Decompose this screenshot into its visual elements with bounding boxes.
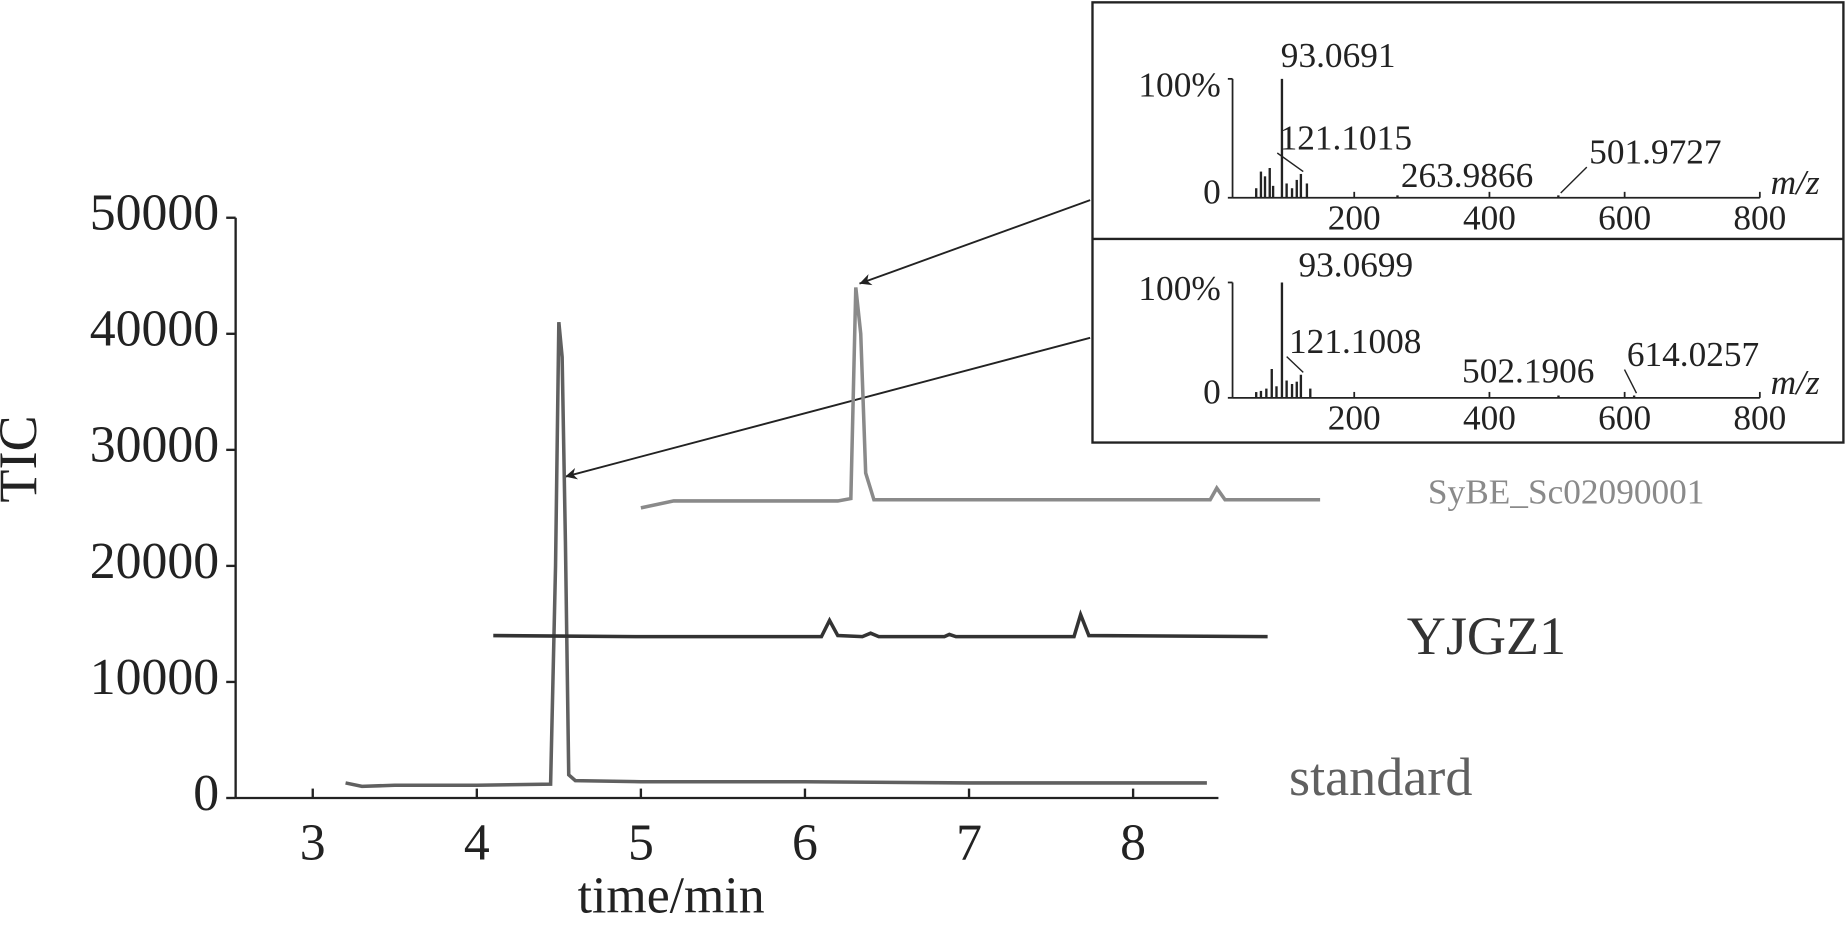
- x-axis-title: time/min: [578, 867, 765, 924]
- x-tick-label: 4: [464, 814, 490, 871]
- x-tick-label: 7: [956, 814, 982, 871]
- series-line: [640, 287, 1321, 510]
- leader-line: [1276, 152, 1304, 173]
- y-axis-title: TIC: [0, 415, 48, 502]
- series-line: [493, 609, 1268, 639]
- x-tick-label: 600: [1598, 398, 1651, 437]
- y-tick-label: 20000: [90, 533, 219, 590]
- y-tick-label: 100%: [1138, 269, 1220, 308]
- x-tick-label: 200: [1328, 198, 1381, 237]
- y-tick-label: 0: [1203, 172, 1221, 211]
- x-axis-title: m/z: [1771, 163, 1820, 202]
- y-tick-label: 0: [1203, 373, 1221, 412]
- peak-label: 263.9866: [1401, 156, 1533, 195]
- series-label: standard: [1289, 747, 1472, 807]
- x-tick-label: 200: [1328, 398, 1381, 437]
- arrow: [859, 199, 1091, 286]
- inset-frame: [1091, 1, 1845, 444]
- y-tick-label: 10000: [90, 649, 219, 706]
- peak-label: 93.0699: [1298, 245, 1413, 284]
- peak-label: 121.1008: [1289, 322, 1421, 361]
- x-axis-title: m/z: [1771, 363, 1820, 402]
- x-tick-label: 8: [1120, 814, 1146, 871]
- peak-label: 501.9727: [1589, 132, 1721, 171]
- leader-line: [1286, 356, 1304, 373]
- x-tick-label: 800: [1733, 198, 1786, 237]
- peak-label: 614.0257: [1627, 335, 1759, 374]
- peak-label: 93.0691: [1281, 36, 1396, 75]
- x-tick-label: 400: [1463, 198, 1516, 237]
- arrow: [564, 336, 1091, 480]
- series-label: YJGZ1: [1407, 606, 1566, 666]
- x-tick-label: 400: [1463, 398, 1516, 437]
- x-tick-label: 600: [1598, 198, 1651, 237]
- leader-line: [1560, 166, 1588, 194]
- y-tick-label: 30000: [90, 417, 219, 474]
- x-tick-label: 6: [792, 814, 818, 871]
- y-tick-label: 40000: [90, 301, 219, 358]
- x-tick-label: 3: [300, 814, 326, 871]
- x-tick-label: 5: [628, 814, 654, 871]
- y-tick-label: 0: [193, 765, 219, 822]
- series-line: [345, 321, 1207, 789]
- series-label: SyBE_Sc02090001: [1428, 473, 1705, 512]
- peak-label: 502.1906: [1462, 351, 1594, 390]
- y-tick-label: 100%: [1138, 65, 1220, 104]
- peak-label: 121.1015: [1280, 118, 1412, 157]
- leader-line: [1623, 369, 1638, 394]
- y-tick-label: 50000: [90, 185, 219, 242]
- x-tick-label: 800: [1733, 398, 1786, 437]
